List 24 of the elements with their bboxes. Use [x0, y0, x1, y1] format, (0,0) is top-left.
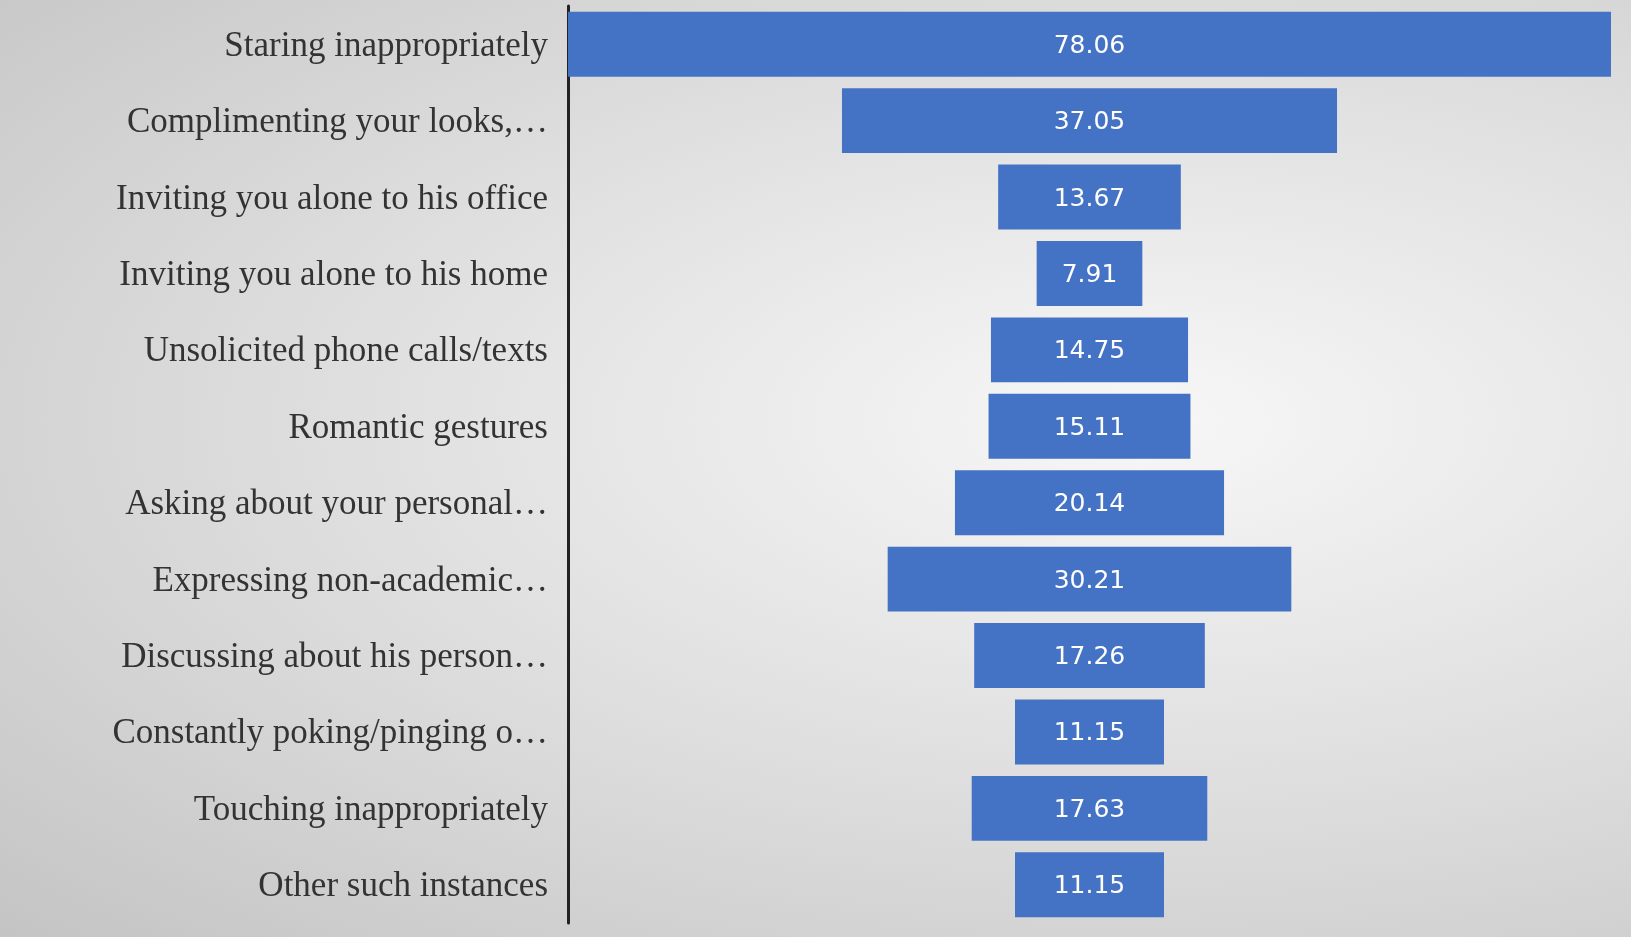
category-label: Other such instances — [258, 865, 548, 905]
data-label: 7.91 — [1061, 258, 1118, 288]
data-label: 11.15 — [1053, 870, 1126, 900]
data-label: 13.67 — [1053, 182, 1126, 212]
data-label: 30.21 — [1053, 564, 1126, 594]
category-label: Expressing non-academic… — [152, 559, 548, 599]
data-label: 15.11 — [1053, 411, 1126, 441]
category-label: Constantly poking/pinging o… — [112, 712, 548, 752]
data-label: 20.14 — [1053, 488, 1126, 518]
category-label: Inviting you alone to his office — [116, 177, 548, 217]
category-label: Unsolicited phone calls/texts — [143, 330, 548, 370]
data-label: 17.26 — [1053, 641, 1126, 671]
category-label: Asking about your personal… — [125, 483, 548, 523]
data-label: 78.06 — [1053, 29, 1126, 59]
data-label: 11.15 — [1053, 717, 1126, 747]
category-label: Staring inappropriately — [224, 24, 549, 64]
category-label: Touching inappropriately — [193, 788, 549, 828]
category-label: Complimenting your looks,… — [127, 101, 548, 141]
data-label: 14.75 — [1053, 335, 1126, 365]
category-label: Inviting you alone to his home — [119, 253, 548, 293]
category-label: Discussing about his person… — [121, 636, 548, 676]
category-label: Romantic gestures — [288, 406, 548, 446]
data-label: 17.63 — [1053, 793, 1126, 823]
data-label: 37.05 — [1053, 106, 1126, 136]
